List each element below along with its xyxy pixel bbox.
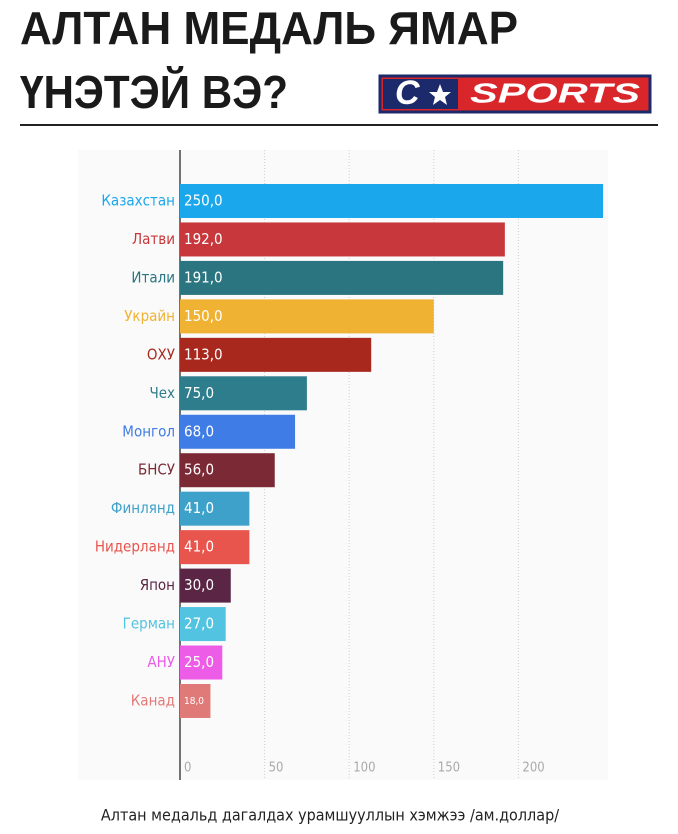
title-line: АЛТАН МЕДАЛЬ ЯМАР — [20, 2, 518, 54]
bar — [180, 414, 296, 449]
bar — [180, 607, 226, 642]
value-label: 75,0 — [184, 384, 214, 402]
value-label: 41,0 — [184, 499, 214, 517]
value-label: 191,0 — [184, 268, 223, 286]
x-tick-label: 150 — [438, 761, 460, 776]
bar — [180, 376, 307, 411]
x-tick-label: 0 — [184, 761, 191, 776]
bar — [180, 260, 504, 295]
bar — [180, 645, 223, 680]
category-label: Чех — [149, 384, 175, 402]
x-axis-label: Алтан медальд дагалдах урамшууллын хэмжэ… — [101, 806, 559, 825]
bar — [180, 184, 603, 218]
value-label: 27,0 — [184, 615, 214, 633]
value-label: 25,0 — [184, 653, 214, 671]
category-label: ОХУ — [147, 345, 175, 363]
value-label: 18,0 — [184, 696, 204, 707]
value-label: 30,0 — [184, 576, 214, 594]
category-label: АНУ — [147, 653, 175, 671]
value-label: 150,0 — [184, 307, 223, 325]
bar — [180, 299, 434, 334]
bar — [180, 337, 372, 372]
category-label: Герман — [123, 615, 175, 633]
category-label: Латви — [132, 230, 175, 248]
category-label: Монгол — [122, 422, 175, 440]
value-label: 68,0 — [184, 422, 214, 440]
bar — [180, 568, 231, 603]
value-label: 56,0 — [184, 461, 214, 479]
title-line: ҮНЭТЭЙ ВЭ? — [20, 66, 288, 118]
logo-letter: C — [395, 74, 420, 112]
x-tick-label: 100 — [353, 761, 375, 776]
category-label: БНСУ — [138, 461, 175, 479]
bar — [180, 222, 505, 257]
category-label: Нидерланд — [95, 538, 175, 556]
bar — [180, 530, 250, 565]
category-label: Финлянд — [111, 499, 175, 517]
category-label: Украйн — [124, 307, 175, 325]
value-label: 113,0 — [184, 345, 223, 363]
logo: C SPORTS — [378, 74, 652, 114]
x-tick-label: 200 — [522, 761, 544, 776]
category-label: Казахстан — [101, 192, 175, 210]
value-label: 41,0 — [184, 538, 214, 556]
logo-star — [429, 84, 451, 105]
logo-text: SPORTS — [470, 77, 640, 108]
category-label: Канад — [131, 691, 175, 709]
value-label: 192,0 — [184, 230, 223, 248]
category-label: Япон — [140, 576, 175, 594]
bar — [180, 683, 211, 718]
x-tick-label: 50 — [269, 761, 284, 776]
category-label: Итали — [131, 268, 175, 286]
bar — [180, 491, 250, 526]
bar — [180, 453, 275, 488]
value-label: 250,0 — [184, 192, 223, 210]
